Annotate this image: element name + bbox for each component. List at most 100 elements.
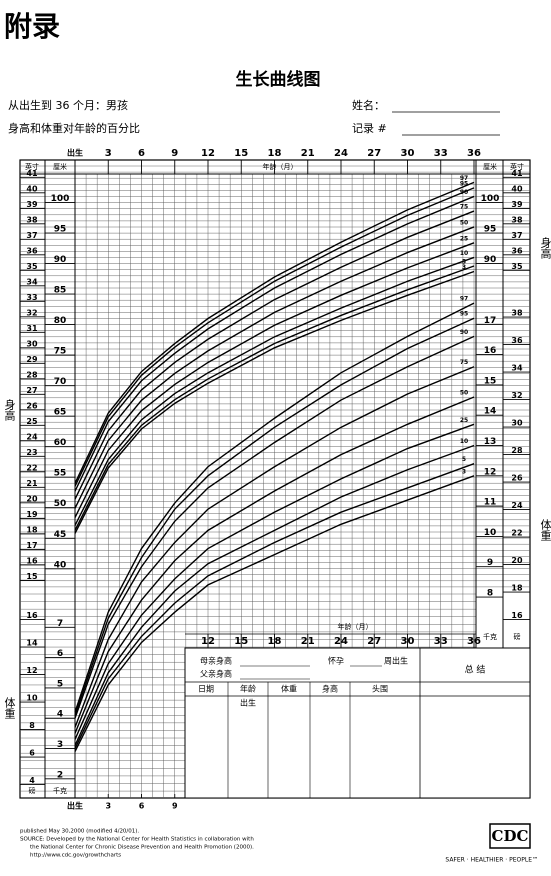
y-tick-label: 75 bbox=[54, 347, 67, 357]
percentile-label: 50 bbox=[460, 219, 468, 226]
column-header: 年龄 bbox=[240, 684, 256, 694]
percentile-label: 5 bbox=[462, 259, 466, 266]
percentile-label: 97 bbox=[460, 296, 468, 303]
percentile-label: 25 bbox=[460, 417, 468, 424]
y-tick-label: 16 bbox=[26, 611, 38, 620]
y-tick-label: 65 bbox=[54, 408, 67, 418]
percentile-label: 25 bbox=[460, 235, 468, 242]
y-tick-label: 36 bbox=[511, 336, 523, 345]
percentile-label: 90 bbox=[460, 189, 468, 196]
cdc-logo: CDC bbox=[492, 827, 529, 845]
y-tick-label: 17 bbox=[26, 541, 37, 550]
y-tick-label: 29 bbox=[26, 355, 38, 364]
axes: 4045505560657075808590951009095100151617… bbox=[3, 148, 551, 811]
y-tick-label: 6 bbox=[57, 649, 63, 659]
y-tick-label: 32 bbox=[511, 391, 522, 400]
y-tick-label: 14 bbox=[484, 407, 497, 417]
y-tick-label: 33 bbox=[26, 293, 37, 302]
y-tick-label: 38 bbox=[26, 215, 38, 224]
percentile-label: 3 bbox=[462, 264, 466, 271]
unit-label: 磅 bbox=[29, 786, 36, 795]
y-tick-label: 7 bbox=[57, 619, 63, 629]
percentile-curve bbox=[74, 444, 475, 746]
column-header: 体重 bbox=[281, 684, 297, 694]
x-tick-label: 出生 bbox=[67, 148, 83, 158]
y-tick-label: 34 bbox=[26, 277, 38, 286]
y-tick-label: 50 bbox=[54, 499, 67, 509]
x-tick-label: 18 bbox=[268, 148, 282, 159]
x-tick-label: 15 bbox=[234, 148, 248, 159]
y-tick-label: 21 bbox=[26, 479, 38, 488]
y-tick-label: 16 bbox=[511, 611, 523, 620]
y-tick-label: 6 bbox=[29, 749, 35, 758]
y-tick-label: 5 bbox=[57, 679, 63, 689]
unit-label: 千克 bbox=[53, 786, 67, 795]
percentile-curve bbox=[74, 265, 475, 531]
summary-label: 总 结 bbox=[465, 664, 486, 676]
x-tick-label: 9 bbox=[171, 148, 178, 159]
x-axis-title: 年龄（月） bbox=[338, 622, 373, 631]
y-tick-label: 24 bbox=[26, 432, 38, 441]
y-tick-label: 20 bbox=[26, 494, 38, 503]
percentile-curve bbox=[74, 317, 475, 716]
y-tick-label: 20 bbox=[511, 556, 523, 565]
y-tick-label: 40 bbox=[54, 560, 67, 570]
y-tick-label: 85 bbox=[54, 286, 67, 296]
mother-height-label: 母亲身高 bbox=[200, 656, 232, 666]
y-tick-label: 26 bbox=[511, 474, 523, 483]
footer-line: http://www.cdc.gov/growthcharts bbox=[30, 853, 121, 859]
y-tick-label: 16 bbox=[26, 556, 38, 565]
record-label: 记录 # bbox=[352, 122, 387, 135]
footer-line: published May 30,2000 (modified 4/20/01)… bbox=[20, 829, 139, 835]
y-tick-label: 15 bbox=[26, 572, 38, 581]
y-tick-label: 45 bbox=[54, 530, 67, 540]
y-tick-label: 10 bbox=[26, 694, 38, 703]
y-tick-label: 37 bbox=[26, 231, 37, 240]
y-tick-label: 41 bbox=[26, 169, 38, 178]
unit-label: 厘米 bbox=[53, 162, 67, 171]
footer-line: SOURCE: Developed by the National Center… bbox=[20, 837, 254, 843]
y-tick-label: 3 bbox=[57, 740, 63, 750]
y-tick-label: 34 bbox=[511, 364, 523, 373]
y-tick-label: 9 bbox=[487, 558, 493, 568]
x-tick-label: 36 bbox=[467, 148, 481, 159]
record-table: 母亲身高 父亲身高 怀孕 周出生 总 结 日期 年龄 出生 体重 身高 头围 bbox=[184, 647, 531, 799]
y-tick-label: 100 bbox=[51, 194, 70, 204]
y-tick-label: 35 bbox=[511, 262, 523, 271]
y-tick-label: 10 bbox=[484, 528, 497, 538]
percentile-curve bbox=[74, 242, 475, 518]
unit-label: 英寸 bbox=[510, 162, 524, 171]
y-tick-label: 27 bbox=[26, 386, 37, 395]
y-tick-label: 90 bbox=[484, 255, 497, 265]
x-tick-label: 21 bbox=[301, 148, 315, 159]
y-tick-label: 25 bbox=[26, 417, 38, 426]
y-tick-label: 36 bbox=[26, 246, 38, 255]
y-tick-label: 12 bbox=[26, 666, 37, 675]
y-tick-label: 22 bbox=[511, 529, 522, 538]
y-tick-label: 28 bbox=[26, 370, 38, 379]
y-tick-label: 26 bbox=[26, 401, 38, 410]
percentile-curve bbox=[74, 226, 475, 509]
percentile-curve bbox=[74, 366, 475, 728]
y-tick-label: 8 bbox=[487, 589, 493, 599]
axis-title: 身高 bbox=[539, 236, 551, 260]
y-tick-label: 37 bbox=[511, 231, 522, 240]
table-frame bbox=[184, 647, 531, 799]
y-tick-label: 36 bbox=[511, 246, 523, 255]
percentile-label: 75 bbox=[460, 359, 468, 366]
birth-label: 出生 bbox=[240, 698, 256, 708]
percentile-curve bbox=[74, 187, 475, 487]
y-tick-label: 28 bbox=[511, 446, 523, 455]
x-tick-label: 33 bbox=[434, 148, 448, 159]
y-tick-label: 38 bbox=[511, 215, 523, 224]
appendix-heading: 附录 bbox=[4, 10, 60, 43]
percentile-label: 90 bbox=[460, 329, 468, 336]
y-tick-label: 30 bbox=[26, 339, 38, 348]
x-tick-label: 出生 bbox=[67, 801, 83, 811]
y-tick-label: 12 bbox=[484, 467, 497, 477]
unit-label: 厘米 bbox=[483, 162, 497, 171]
y-tick-label: 39 bbox=[511, 200, 523, 209]
percentile-label: 97 bbox=[460, 175, 468, 182]
y-tick-label: 4 bbox=[57, 710, 63, 720]
